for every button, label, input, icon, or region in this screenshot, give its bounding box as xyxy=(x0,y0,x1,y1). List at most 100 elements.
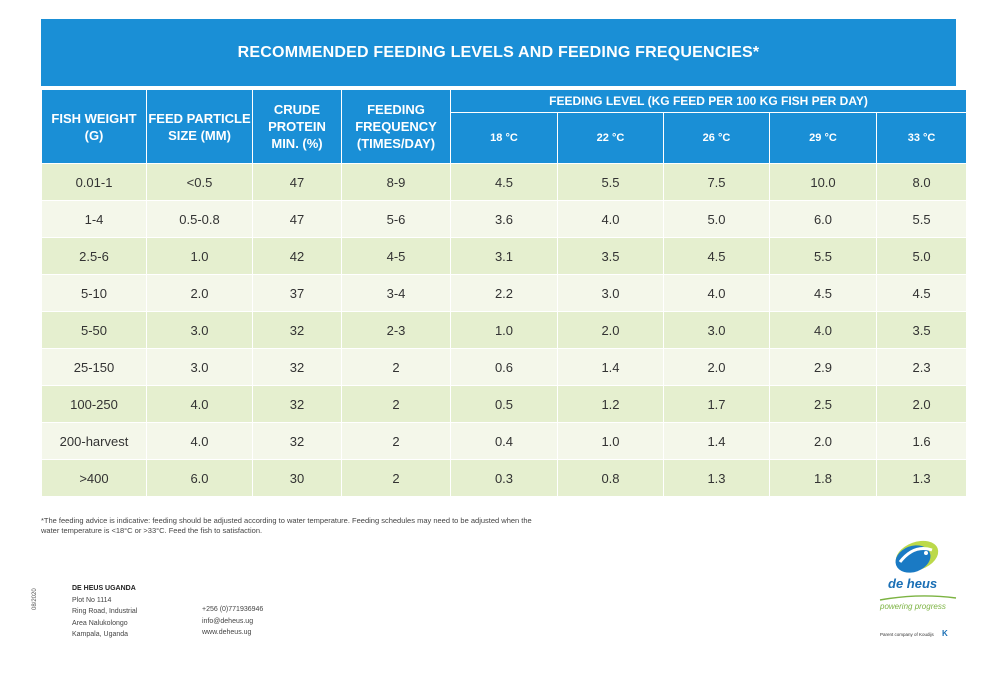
document-code: 08/2020 xyxy=(32,588,38,610)
header-crude-protein: CRUDE PROTEIN MIN. (%) xyxy=(252,89,342,164)
page-title: RECOMMENDED FEEDING LEVELS AND FEEDING F… xyxy=(237,43,760,61)
cell-level-26: 7.5 xyxy=(663,163,770,201)
footnote: *The feeding advice is indicative: feedi… xyxy=(41,516,532,535)
table-row: 1-4 0.5-0.8 47 5-6 3.6 4.0 5.0 6.0 5.5 xyxy=(41,200,968,238)
header-temp-26: 26 °C xyxy=(663,112,770,164)
company-address: DE HEUS UGANDA Plot No 1114 Ring Road, I… xyxy=(72,583,137,641)
cell-particle-size: <0.5 xyxy=(146,163,253,201)
cell-crude-protein: 30 xyxy=(252,459,342,497)
cell-level-26: 3.0 xyxy=(663,311,770,349)
de-heus-logo-icon xyxy=(895,540,939,573)
cell-feeding-frequency: 4-5 xyxy=(341,237,451,275)
phone-number: +256 (0)771936946 xyxy=(202,606,264,613)
address-line: Ring Road, Industrial xyxy=(72,608,138,615)
header-feed-particle-size: FEED PARTICLE SIZE (MM) xyxy=(146,89,253,164)
header-fish-weight: FISH WEIGHT (G) xyxy=(41,89,147,164)
cell-fish-weight: 5-50 xyxy=(41,311,147,349)
cell-level-29: 2.0 xyxy=(769,422,877,460)
cell-feeding-frequency: 5-6 xyxy=(341,200,451,238)
cell-feeding-frequency: 2 xyxy=(341,422,451,460)
cell-level-33: 8.0 xyxy=(875,163,968,201)
cell-particle-size: 3.0 xyxy=(146,348,253,386)
cell-level-22: 0.8 xyxy=(557,459,664,497)
cell-level-29: 2.5 xyxy=(769,385,877,423)
cell-level-33: 5.0 xyxy=(875,237,968,275)
cell-level-29: 1.8 xyxy=(769,459,877,497)
cell-particle-size: 4.0 xyxy=(146,385,253,423)
header-temp-33: 33 °C xyxy=(875,112,968,164)
company-name: DE HEUS UGANDA xyxy=(72,585,136,592)
title-banner: RECOMMENDED FEEDING LEVELS AND FEEDING F… xyxy=(41,19,956,86)
cell-level-22: 3.5 xyxy=(557,237,664,275)
table-row: 5-50 3.0 32 2-3 1.0 2.0 3.0 4.0 3.5 xyxy=(41,311,968,349)
cell-level-33: 1.6 xyxy=(875,422,968,460)
cell-fish-weight: 200-harvest xyxy=(41,422,147,460)
address-line: Area Nalukolongo xyxy=(72,619,128,627)
header-temp-18: 18 °C xyxy=(450,112,558,164)
table-row: 0.01-1 <0.5 47 8-9 4.5 5.5 7.5 10.0 8.0 xyxy=(41,163,968,201)
cell-level-18: 0.3 xyxy=(450,459,558,497)
brand-name: de heus xyxy=(888,576,938,591)
cell-level-18: 1.0 xyxy=(450,311,558,349)
cell-fish-weight: 1-4 xyxy=(41,200,147,238)
cell-crude-protein: 32 xyxy=(252,385,342,423)
cell-level-22: 4.0 xyxy=(557,200,664,238)
cell-level-18: 2.2 xyxy=(450,274,558,312)
cell-level-26: 4.5 xyxy=(663,237,770,275)
cell-level-18: 3.6 xyxy=(450,200,558,238)
cell-crude-protein: 47 xyxy=(252,200,342,238)
cell-level-26: 1.4 xyxy=(663,422,770,460)
table-row: 5-10 2.0 37 3-4 2.2 3.0 4.0 4.5 4.5 xyxy=(41,274,968,312)
table-row: 25-150 3.0 32 2 0.6 1.4 2.0 2.9 2.3 xyxy=(41,348,968,386)
header-feeding-level: FEEDING LEVEL (KG FEED PER 100 KG FISH P… xyxy=(449,89,968,113)
cell-level-33: 2.0 xyxy=(875,385,968,423)
address-line: Plot No 1114 xyxy=(72,596,112,604)
koudijs-badge: K xyxy=(942,629,948,638)
cell-crude-protein: 42 xyxy=(252,237,342,275)
cell-crude-protein: 37 xyxy=(252,274,342,312)
company-contact: +256 (0)771936946 info@deheus.ug www.deh… xyxy=(202,604,263,639)
cell-level-18: 0.5 xyxy=(450,385,558,423)
brand-tagline: powering progress xyxy=(880,602,946,611)
cell-level-33: 1.3 xyxy=(875,459,968,497)
cell-level-29: 10.0 xyxy=(769,163,877,201)
website: www.deheus.ug xyxy=(202,629,252,636)
cell-level-26: 1.3 xyxy=(663,459,770,497)
cell-level-22: 5.5 xyxy=(557,163,664,201)
brand-logo-block: de heus powering progress Parent company… xyxy=(870,532,960,642)
cell-level-18: 0.4 xyxy=(450,422,558,460)
address-line: Kampala, Uganda xyxy=(72,631,129,638)
cell-fish-weight: 100-250 xyxy=(41,385,147,423)
cell-feeding-frequency: 8-9 xyxy=(341,163,451,201)
cell-level-29: 5.5 xyxy=(769,237,877,275)
header-temp-22: 22 °C xyxy=(557,112,664,164)
cell-level-29: 4.5 xyxy=(769,274,877,312)
cell-level-22: 1.2 xyxy=(557,385,664,423)
parent-company-text: Parent company of Koudijs xyxy=(880,632,934,637)
cell-level-22: 2.0 xyxy=(557,311,664,349)
cell-feeding-frequency: 2-3 xyxy=(341,311,451,349)
cell-feeding-frequency: 2 xyxy=(341,348,451,386)
cell-level-18: 0.6 xyxy=(450,348,558,386)
table-row: 100-250 4.0 32 2 0.5 1.2 1.7 2.5 2.0 xyxy=(41,385,968,423)
cell-level-29: 2.9 xyxy=(769,348,877,386)
cell-crude-protein: 47 xyxy=(252,163,342,201)
table-row: >400 6.0 30 2 0.3 0.8 1.3 1.8 1.3 xyxy=(41,459,968,497)
table-body: 0.01-1 <0.5 47 8-9 4.5 5.5 7.5 10.0 8.0 1-4 0.5-0.… xyxy=(41,163,968,497)
cell-fish-weight: 25-150 xyxy=(41,348,147,386)
cell-fish-weight: 2.5-6 xyxy=(41,237,147,275)
table-row: 200-harvest 4.0 32 2 0.4 1.0 1.4 2.0 1.6 xyxy=(41,422,968,460)
cell-level-33: 3.5 xyxy=(875,311,968,349)
cell-level-33: 2.3 xyxy=(875,348,968,386)
cell-fish-weight: >400 xyxy=(41,459,147,497)
cell-crude-protein: 32 xyxy=(252,348,342,386)
cell-level-18: 3.1 xyxy=(450,237,558,275)
table-row: 2.5-6 1.0 42 4-5 3.1 3.5 4.5 5.5 5.0 xyxy=(41,237,968,275)
cell-feeding-frequency: 2 xyxy=(341,459,451,497)
cell-level-26: 2.0 xyxy=(663,348,770,386)
logo-swoosh-icon xyxy=(879,595,957,601)
cell-feeding-frequency: 3-4 xyxy=(341,274,451,312)
cell-level-22: 3.0 xyxy=(557,274,664,312)
cell-level-22: 1.0 xyxy=(557,422,664,460)
cell-level-26: 5.0 xyxy=(663,200,770,238)
